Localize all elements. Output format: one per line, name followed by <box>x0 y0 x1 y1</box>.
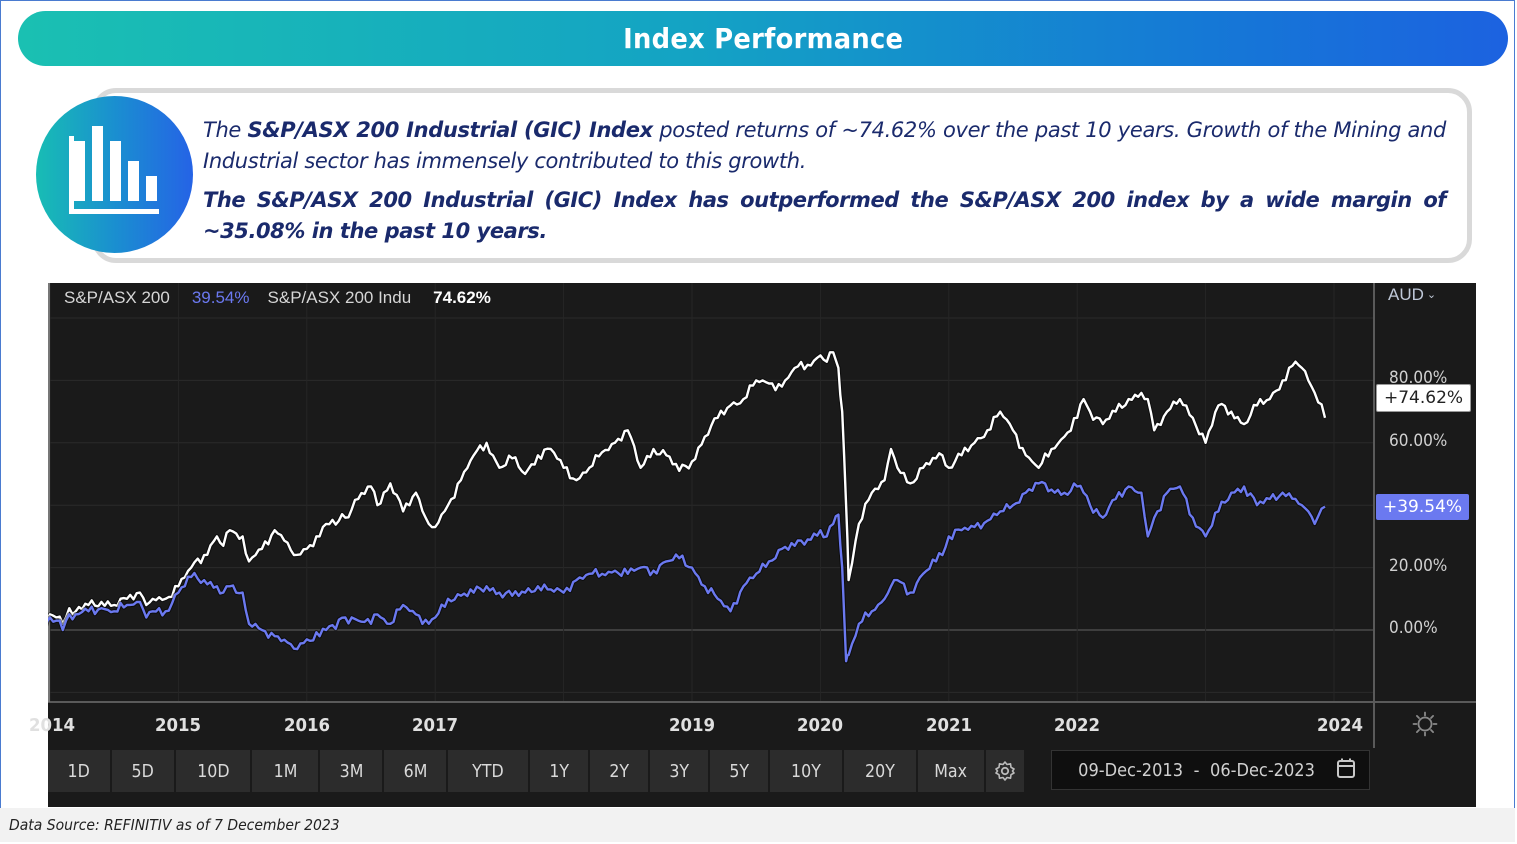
currency-selector[interactable]: AUD ⌄ <box>1388 285 1436 305</box>
performance-chart[interactable] <box>48 283 1476 807</box>
footer-strip <box>0 808 1515 842</box>
chart-panel[interactable]: S&P/ASX 200 39.54% S&P/ASX 200 Indu 74.6… <box>29 283 1476 807</box>
series-line <box>48 351 1327 625</box>
range-button-label: YTD <box>472 760 504 782</box>
range-button-ytd[interactable]: YTD <box>448 750 528 792</box>
series-industrial <box>48 350 1328 627</box>
range-button-label: 6M <box>403 760 427 782</box>
para1-suffix: posted returns of ~74.62% over the past … <box>203 118 1446 173</box>
title-banner: Index Performance <box>18 11 1508 66</box>
date-end: 06-Dec-2023 <box>1209 759 1315 781</box>
range-button-3y[interactable]: 3Y <box>650 750 708 792</box>
range-button-max[interactable]: Max <box>918 750 984 792</box>
y-tick-label: 20.00% <box>1389 555 1448 576</box>
range-button-2y[interactable]: 2Y <box>590 750 648 792</box>
summary-text: The S&P/ASX 200 Industrial (GIC) Index p… <box>203 115 1446 247</box>
y-tick-label: 0.00% <box>1389 618 1438 638</box>
range-button-label: 2Y <box>609 760 629 782</box>
range-button-bar: 1D 5D 10D 1M 3M 6M YTD 1Y 2Y 3Y 5Y 10Y 20Y Max <box>48 750 1024 792</box>
price-tag-asx200: +39.54% <box>1376 493 1470 520</box>
date-start: 09-Dec-2013 <box>1078 759 1184 781</box>
sun-icon[interactable] <box>1412 711 1438 742</box>
range-button-label: 3Y <box>669 760 689 782</box>
x-tick-label: 2021 <box>925 715 972 736</box>
x-tick-label: 2015 <box>155 715 202 736</box>
chevron-down-icon: ⌄ <box>1426 288 1437 301</box>
page-title: Index Performance <box>622 22 904 55</box>
legend-name-industrial: S&P/ASX 200 Indu <box>267 288 412 307</box>
range-button-20y[interactable]: 20Y <box>844 750 916 792</box>
gear-icon[interactable] <box>986 750 1024 792</box>
range-button-6m[interactable]: 6M <box>384 750 446 792</box>
range-button-3m[interactable]: 3M <box>320 750 382 792</box>
x-tick-label: 2022 <box>1054 715 1101 736</box>
legend-value-asx200: 39.54% <box>191 288 250 307</box>
series-outline <box>48 479 1327 664</box>
range-button-label: 5D <box>131 760 155 782</box>
summary-paragraph-1: The S&P/ASX 200 Industrial (GIC) Index p… <box>203 115 1446 177</box>
data-source-note: Data Source: REFINITIV as of 7 December … <box>9 816 340 834</box>
x-tick-label: 2020 <box>797 715 844 736</box>
y-tick-label: 60.00% <box>1389 430 1448 451</box>
range-button-label: 10D <box>196 760 230 782</box>
range-button-5d[interactable]: 5D <box>112 750 174 792</box>
date-range-text: 09-Dec-2013 - 06-Dec-2023 <box>1078 760 1315 781</box>
range-button-label: Max <box>934 760 968 782</box>
summary-paragraph-2: The S&P/ASX 200 Industrial (GIC) Index h… <box>203 188 1446 243</box>
range-button-10d[interactable]: 10D <box>176 750 250 792</box>
range-button-1m[interactable]: 1M <box>252 750 318 792</box>
x-tick-label: 2024 <box>1316 715 1364 736</box>
series-asx200 <box>48 479 1327 664</box>
range-button-label: 1Y <box>549 760 569 782</box>
summary-box <box>92 88 1472 263</box>
range-button-10y[interactable]: 10Y <box>770 750 842 792</box>
range-button-5y[interactable]: 5Y <box>710 750 768 792</box>
range-button-1d[interactable]: 1D <box>48 750 110 792</box>
y-tick-label: 80.00% <box>1389 368 1448 389</box>
range-button-label: 5Y <box>729 760 749 782</box>
range-button-label: 20Y <box>865 760 895 782</box>
range-button-label: 3M <box>339 760 363 782</box>
index-name: S&P/ASX 200 Industrial (GIC) Index <box>247 118 654 142</box>
range-button-1y[interactable]: 1Y <box>530 750 588 792</box>
chart-legend: S&P/ASX 200 39.54% S&P/ASX 200 Indu 74.6… <box>64 288 491 308</box>
range-button-label: 1M <box>273 760 297 782</box>
x-tick-label: 2017 <box>412 715 459 736</box>
x-tick-label: 2016 <box>283 715 330 736</box>
series-line <box>48 480 1326 663</box>
x-tick-label: 2014 <box>28 715 76 736</box>
range-button-label: 1D <box>67 760 91 782</box>
para1-prefix: The <box>203 118 248 142</box>
legend-value-industrial: 74.62% <box>433 288 491 307</box>
price-tag-industrial: +74.62% <box>1376 384 1472 413</box>
date-separator: - <box>1193 759 1200 781</box>
currency-label: AUD <box>1388 285 1424 304</box>
calendar-icon[interactable] <box>1336 757 1356 784</box>
date-range-picker[interactable]: 09-Dec-2013 - 06-Dec-2023 <box>1051 750 1370 790</box>
legend-name-asx200: S&P/ASX 200 <box>64 288 170 307</box>
x-tick-label: 2019 <box>668 715 716 736</box>
bar-chart-icon <box>36 96 193 253</box>
range-button-label: 10Y <box>791 760 821 782</box>
